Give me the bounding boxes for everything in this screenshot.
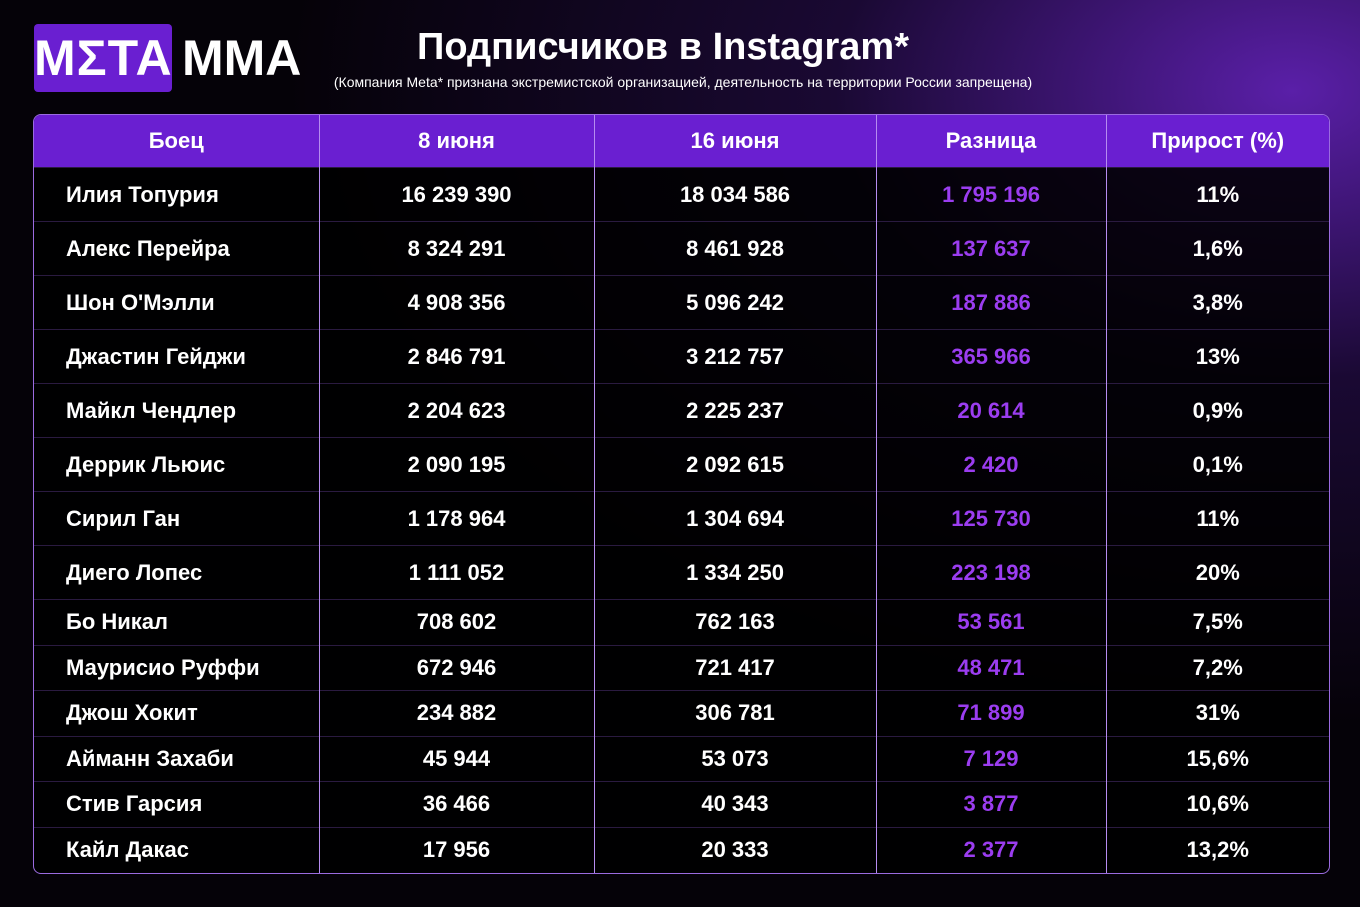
cell-diff: 7 129 (876, 735, 1107, 782)
cell-diff: 20 614 (876, 383, 1107, 438)
cell-num: 1 334 250 (594, 545, 877, 600)
cell-num: 2 092 615 (594, 437, 877, 492)
cell-diff: 3 877 (876, 781, 1107, 827)
cell-num: 721 417 (594, 644, 877, 691)
cell-pct: 1,6% (1106, 221, 1329, 276)
cell-pct: 11% (1106, 167, 1329, 222)
table-row: Майкл Чендлер 2 204 623 2 225 237 20 614 0,9… (34, 383, 1329, 438)
table-row: Бо Никал 708 602 762 163 53 561 7,5% (34, 599, 1329, 645)
cell-name: Шон О'Мэлли (34, 275, 320, 330)
cell-name: Диего Лопес (34, 545, 320, 600)
cell-diff: 223 198 (876, 545, 1107, 600)
cell-diff: 53 561 (876, 599, 1107, 645)
column-header: 8 июня (319, 115, 595, 168)
table-row: Стив Гарсия 36 466 40 343 3 877 10,6% (34, 781, 1329, 827)
cell-diff: 365 966 (876, 329, 1107, 384)
cell-diff: 187 886 (876, 275, 1107, 330)
cell-name: Деррик Льюис (34, 437, 320, 492)
cell-pct: 0,1% (1106, 437, 1329, 492)
cell-pct: 31% (1106, 690, 1329, 736)
cell-num: 2 225 237 (594, 383, 877, 438)
cell-pct: 13,2% (1106, 826, 1329, 873)
cell-num: 1 178 964 (319, 491, 595, 546)
table-row: Джастин Гейджи 2 846 791 3 212 757 365 966 1… (34, 329, 1329, 384)
column-header: Разница (876, 115, 1107, 168)
cell-num: 2 846 791 (319, 329, 595, 384)
cell-num: 16 239 390 (319, 167, 595, 222)
cell-pct: 11% (1106, 491, 1329, 546)
cell-num: 17 956 (319, 826, 595, 873)
title: Подписчиков в Instagram* (417, 26, 909, 68)
logo-text: MMA (182, 30, 302, 86)
table: Боец 8 июня 16 июня Разница Прирост (%) Илия… (34, 115, 1329, 873)
cell-num: 8 324 291 (319, 221, 595, 276)
cell-diff: 48 471 (876, 644, 1107, 691)
cell-name: Джастин Гейджи (34, 329, 320, 384)
cell-num: 3 212 757 (594, 329, 877, 384)
cell-name: Кайл Дакас (34, 826, 320, 873)
cell-pct: 13% (1106, 329, 1329, 384)
cell-num: 36 466 (319, 781, 595, 827)
cell-pct: 7,2% (1106, 644, 1329, 691)
cell-num: 762 163 (594, 599, 877, 645)
cell-diff: 137 637 (876, 221, 1107, 276)
column-header: 16 июня (594, 115, 877, 168)
cell-diff: 2 420 (876, 437, 1107, 492)
cell-diff: 1 795 196 (876, 167, 1107, 222)
cell-num: 4 908 356 (319, 275, 595, 330)
cell-num: 8 461 928 (594, 221, 877, 276)
table-row: Шон О'Мэлли 4 908 356 5 096 242 187 886 3,8% (34, 275, 1329, 330)
cell-diff: 125 730 (876, 491, 1107, 546)
table-row: Кайл Дакас 17 956 20 333 2 377 13,2% (34, 826, 1329, 873)
cell-pct: 15,6% (1106, 735, 1329, 782)
cell-name: Майкл Чендлер (34, 383, 320, 438)
table-row: Джош Хокит 234 882 306 781 71 899 31% (34, 690, 1329, 736)
cell-num: 40 343 (594, 781, 877, 827)
cell-name: Алекс Перейра (34, 221, 320, 276)
cell-name: Бо Никал (34, 599, 320, 645)
cell-name: Джош Хокит (34, 690, 320, 736)
cell-name: Стив Гарсия (34, 781, 320, 827)
cell-name: Айманн Захаби (34, 735, 320, 782)
cell-num: 53 073 (594, 735, 877, 782)
table-row: Маурисио Руффи 672 946 721 417 48 471 7,2% (34, 644, 1329, 691)
cell-num: 18 034 586 (594, 167, 877, 222)
cell-num: 2 204 623 (319, 383, 595, 438)
cell-num: 45 944 (319, 735, 595, 782)
cell-pct: 10,6% (1106, 781, 1329, 827)
cell-num: 306 781 (594, 690, 877, 736)
cell-name: Сирил Ган (34, 491, 320, 546)
cell-num: 708 602 (319, 599, 595, 645)
table-row: Сирил Ган 1 178 964 1 304 694 125 730 11% (34, 491, 1329, 546)
header-row: Боец 8 июня 16 июня Разница Прирост (%) (34, 115, 1329, 168)
table-row: Илия Топурия 16 239 390 18 034 586 1 795 19… (34, 167, 1329, 222)
cell-num: 20 333 (594, 826, 877, 873)
cell-num: 1 304 694 (594, 491, 877, 546)
cell-name: Маурисио Руффи (34, 644, 320, 691)
cell-diff: 71 899 (876, 690, 1107, 736)
cell-num: 234 882 (319, 690, 595, 736)
column-header: Прирост (%) (1106, 115, 1329, 168)
cell-pct: 3,8% (1106, 275, 1329, 330)
cell-num: 1 111 052 (319, 545, 595, 600)
cell-pct: 20% (1106, 545, 1329, 600)
cell-pct: 7,5% (1106, 599, 1329, 645)
cell-num: 2 090 195 (319, 437, 595, 492)
logo: MΣTA (34, 24, 172, 92)
table-frame: Боец 8 июня 16 июня Разница Прирост (%) Илия… (33, 114, 1330, 874)
cell-diff: 2 377 (876, 826, 1107, 873)
table-row: Алекс Перейра 8 324 291 8 461 928 137 637 1,… (34, 221, 1329, 276)
subtitle: (Компания Meta* признана экстремистской … (333, 74, 1033, 90)
column-header: Боец (34, 115, 320, 168)
table-row: Деррик Льюис 2 090 195 2 092 615 2 420 0,1% (34, 437, 1329, 492)
cell-num: 672 946 (319, 644, 595, 691)
cell-name: Илия Топурия (34, 167, 320, 222)
table-row: Айманн Захаби 45 944 53 073 7 129 15,6% (34, 735, 1329, 782)
cell-pct: 0,9% (1106, 383, 1329, 438)
table-row: Диего Лопес 1 111 052 1 334 250 223 198 20% (34, 545, 1329, 600)
cell-num: 5 096 242 (594, 275, 877, 330)
